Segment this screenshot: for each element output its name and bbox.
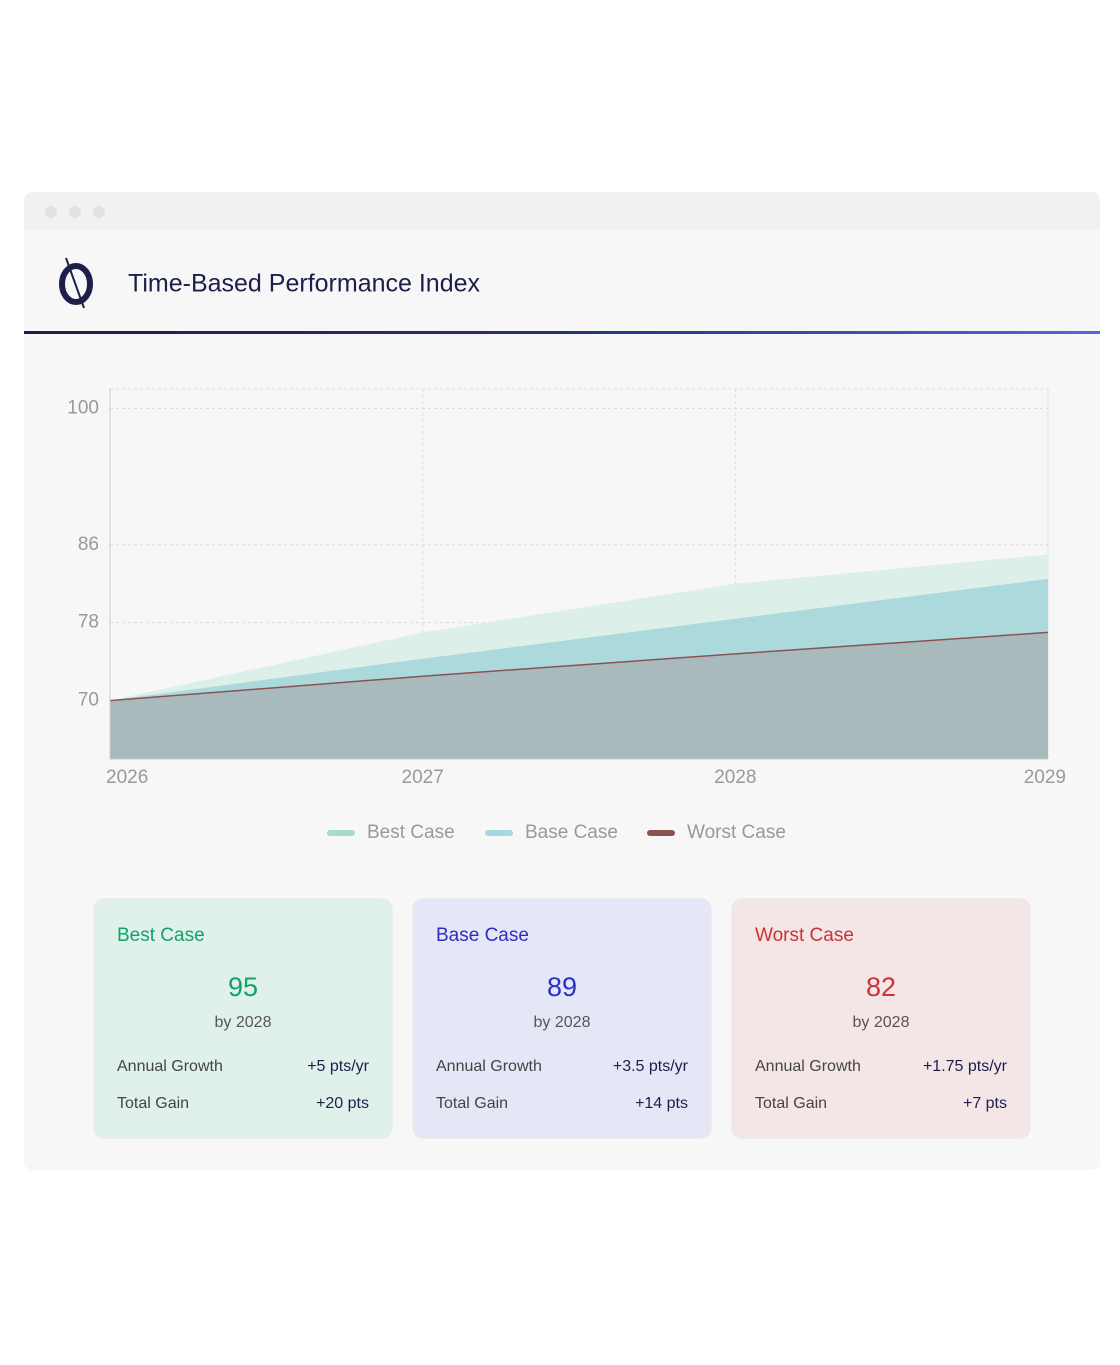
card-label: Best Case <box>117 925 205 946</box>
card-value: 89 <box>547 972 577 1002</box>
row-value: +3.5 pts/yr <box>613 1058 689 1075</box>
card-label: Base Case <box>436 925 529 946</box>
card-value: 95 <box>228 972 258 1002</box>
row-label: Annual Growth <box>117 1058 223 1075</box>
scenario-card <box>731 898 1031 1139</box>
row-label: Annual Growth <box>755 1058 861 1075</box>
scenario-card <box>412 898 712 1139</box>
page-title: Time-Based Performance Index <box>128 270 481 298</box>
legend-label: Base Case <box>525 822 618 843</box>
area <box>110 632 1048 759</box>
x-tick-label: 2029 <box>1024 767 1066 788</box>
cards: Best Case 95 by 2028 Annual Growth +5 pts/yr… <box>93 898 1031 1139</box>
window-dot <box>69 206 81 218</box>
row-value: +20 pts <box>316 1095 369 1112</box>
card-sub: by 2028 <box>215 1014 272 1031</box>
legend-label: Worst Case <box>687 822 786 843</box>
x-tick-label: 2026 <box>106 767 148 788</box>
legend-label: Best Case <box>367 822 455 843</box>
chart: 70 78 86 100 2026 2027 2028 2029 Best Case Base C… <box>67 388 1066 843</box>
row-label: Total Gain <box>436 1095 508 1112</box>
y-tick-label: 70 <box>78 690 99 711</box>
row-label: Annual Growth <box>436 1058 542 1075</box>
x-tick-label: 2027 <box>402 767 444 788</box>
row-value: +7 pts <box>963 1095 1007 1112</box>
row-label: Total Gain <box>117 1095 189 1112</box>
series-line <box>109 631 1049 702</box>
card-sub: by 2028 <box>853 1014 910 1031</box>
header-rule <box>24 331 1100 334</box>
x-tick-label: 2028 <box>714 767 756 788</box>
window-dot <box>45 206 57 218</box>
row-label: Total Gain <box>755 1095 827 1112</box>
scenario-card <box>93 898 393 1139</box>
title-bar <box>24 192 1100 230</box>
row-value: +1.75 pts/yr <box>923 1058 1008 1075</box>
row-value: +14 pts <box>635 1095 688 1112</box>
y-tick-label: 100 <box>67 397 99 418</box>
card-sub: by 2028 <box>534 1014 591 1031</box>
logo <box>59 257 93 309</box>
y-tick-label: 86 <box>78 534 99 555</box>
y-tick-label: 78 <box>78 612 99 633</box>
card-value: 82 <box>866 972 896 1002</box>
card-label: Worst Case <box>755 925 854 946</box>
row-value: +5 pts/yr <box>307 1058 369 1075</box>
window-dot <box>93 206 105 218</box>
